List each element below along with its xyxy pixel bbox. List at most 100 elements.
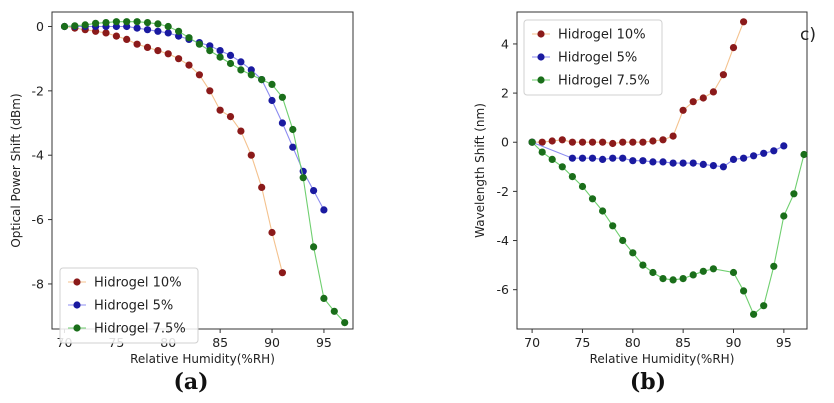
- series-hidrogel-7-5-: [528, 138, 808, 318]
- data-point: [133, 18, 141, 26]
- data-point: [619, 154, 627, 162]
- data-point: [237, 58, 245, 66]
- data-point: [649, 137, 657, 145]
- data-point: [689, 98, 697, 106]
- data-point: [558, 136, 566, 144]
- data-point: [258, 183, 266, 191]
- data-point: [206, 47, 214, 55]
- data-point: [143, 19, 152, 27]
- corner-label: c): [800, 25, 816, 45]
- legend-box: [59, 267, 199, 344]
- y-tick-label: -4: [32, 148, 45, 163]
- data-point: [699, 160, 707, 168]
- data-point: [629, 249, 637, 257]
- data-point: [689, 159, 697, 167]
- data-point: [237, 66, 245, 74]
- data-point: [258, 76, 266, 84]
- data-point: [548, 155, 556, 163]
- data-point: [609, 222, 617, 230]
- data-point: [299, 167, 307, 175]
- data-point: [320, 206, 328, 214]
- data-point: [278, 269, 286, 277]
- x-tick-label: 70: [524, 335, 540, 350]
- data-point: [750, 310, 758, 318]
- data-point: [237, 127, 245, 135]
- data-point: [154, 47, 162, 55]
- data-point: [216, 47, 224, 55]
- data-point: [164, 50, 172, 58]
- data-point: [320, 294, 328, 302]
- caption-a: (a): [173, 369, 208, 395]
- data-point: [709, 88, 718, 96]
- data-point: [568, 138, 577, 146]
- data-point: [609, 139, 617, 148]
- data-point: [123, 18, 131, 26]
- data-point: [568, 173, 577, 181]
- data-point: [568, 154, 577, 162]
- data-point: [310, 187, 318, 195]
- data-point: [289, 125, 297, 134]
- y-tick-label: 2: [501, 86, 509, 101]
- data-point: [81, 21, 89, 29]
- data-point: [330, 307, 338, 315]
- y-tick-label: -8: [32, 276, 45, 291]
- x-tick-label: 90: [264, 335, 280, 350]
- data-point: [175, 55, 183, 63]
- data-point: [709, 265, 718, 273]
- data-point: [599, 155, 607, 163]
- plot-frame: [51, 11, 354, 330]
- data-point: [639, 138, 647, 146]
- data-point: [740, 154, 748, 162]
- data-point: [740, 287, 748, 295]
- data-point: [216, 106, 224, 114]
- data-point: [588, 138, 597, 146]
- data-point: [133, 24, 141, 32]
- data-point: [133, 40, 141, 48]
- legend-label: Hidrogel 10%: [94, 276, 182, 291]
- series-line: [64, 25, 283, 273]
- data-point: [770, 262, 778, 270]
- data-point: [699, 267, 707, 275]
- data-point: [629, 157, 637, 165]
- data-point: [699, 94, 707, 102]
- data-point: [175, 27, 183, 35]
- data-point: [102, 19, 110, 27]
- data-point: [740, 18, 748, 26]
- data-point: [659, 275, 667, 283]
- legend: Hidrogel 10% Hidrogel 5% Hidrogel 7.5%: [59, 267, 199, 344]
- data-point: [578, 138, 587, 146]
- legend-marker: [537, 76, 545, 84]
- series-line: [64, 21, 346, 323]
- series-hidrogel-10-: [528, 18, 748, 148]
- x-tick-label: 90: [726, 335, 742, 350]
- data-point: [669, 159, 677, 167]
- data-point: [599, 138, 607, 146]
- x-tick-label: 80: [625, 335, 641, 350]
- data-point: [143, 43, 152, 52]
- x-axis-label: Relative Humidity(%RH): [130, 352, 275, 366]
- data-point: [659, 136, 667, 144]
- data-point: [71, 22, 79, 30]
- data-point: [588, 154, 597, 162]
- legend-label: Hidrogel 5%: [94, 299, 173, 314]
- data-point: [558, 163, 566, 171]
- data-point: [164, 29, 172, 37]
- y-tick-label: 4: [501, 36, 509, 51]
- data-point: [278, 93, 286, 101]
- data-point: [689, 271, 697, 279]
- data-point: [800, 150, 808, 159]
- data-point: [154, 27, 162, 35]
- data-point: [123, 35, 131, 44]
- data-point: [102, 29, 110, 37]
- x-axis-label: Relative Humidity(%RH): [590, 352, 735, 366]
- data-point: [310, 243, 318, 251]
- legend-marker: [537, 30, 545, 38]
- series-line: [64, 25, 325, 211]
- series-line: [531, 141, 785, 168]
- data-point: [619, 236, 627, 245]
- data-point: [719, 71, 728, 79]
- legend: Hidrogel 10% Hidrogel 5% Hidrogel 7.5%: [523, 19, 663, 96]
- y-tick-label: -2: [497, 184, 509, 199]
- y-tick-label: -2: [32, 83, 44, 98]
